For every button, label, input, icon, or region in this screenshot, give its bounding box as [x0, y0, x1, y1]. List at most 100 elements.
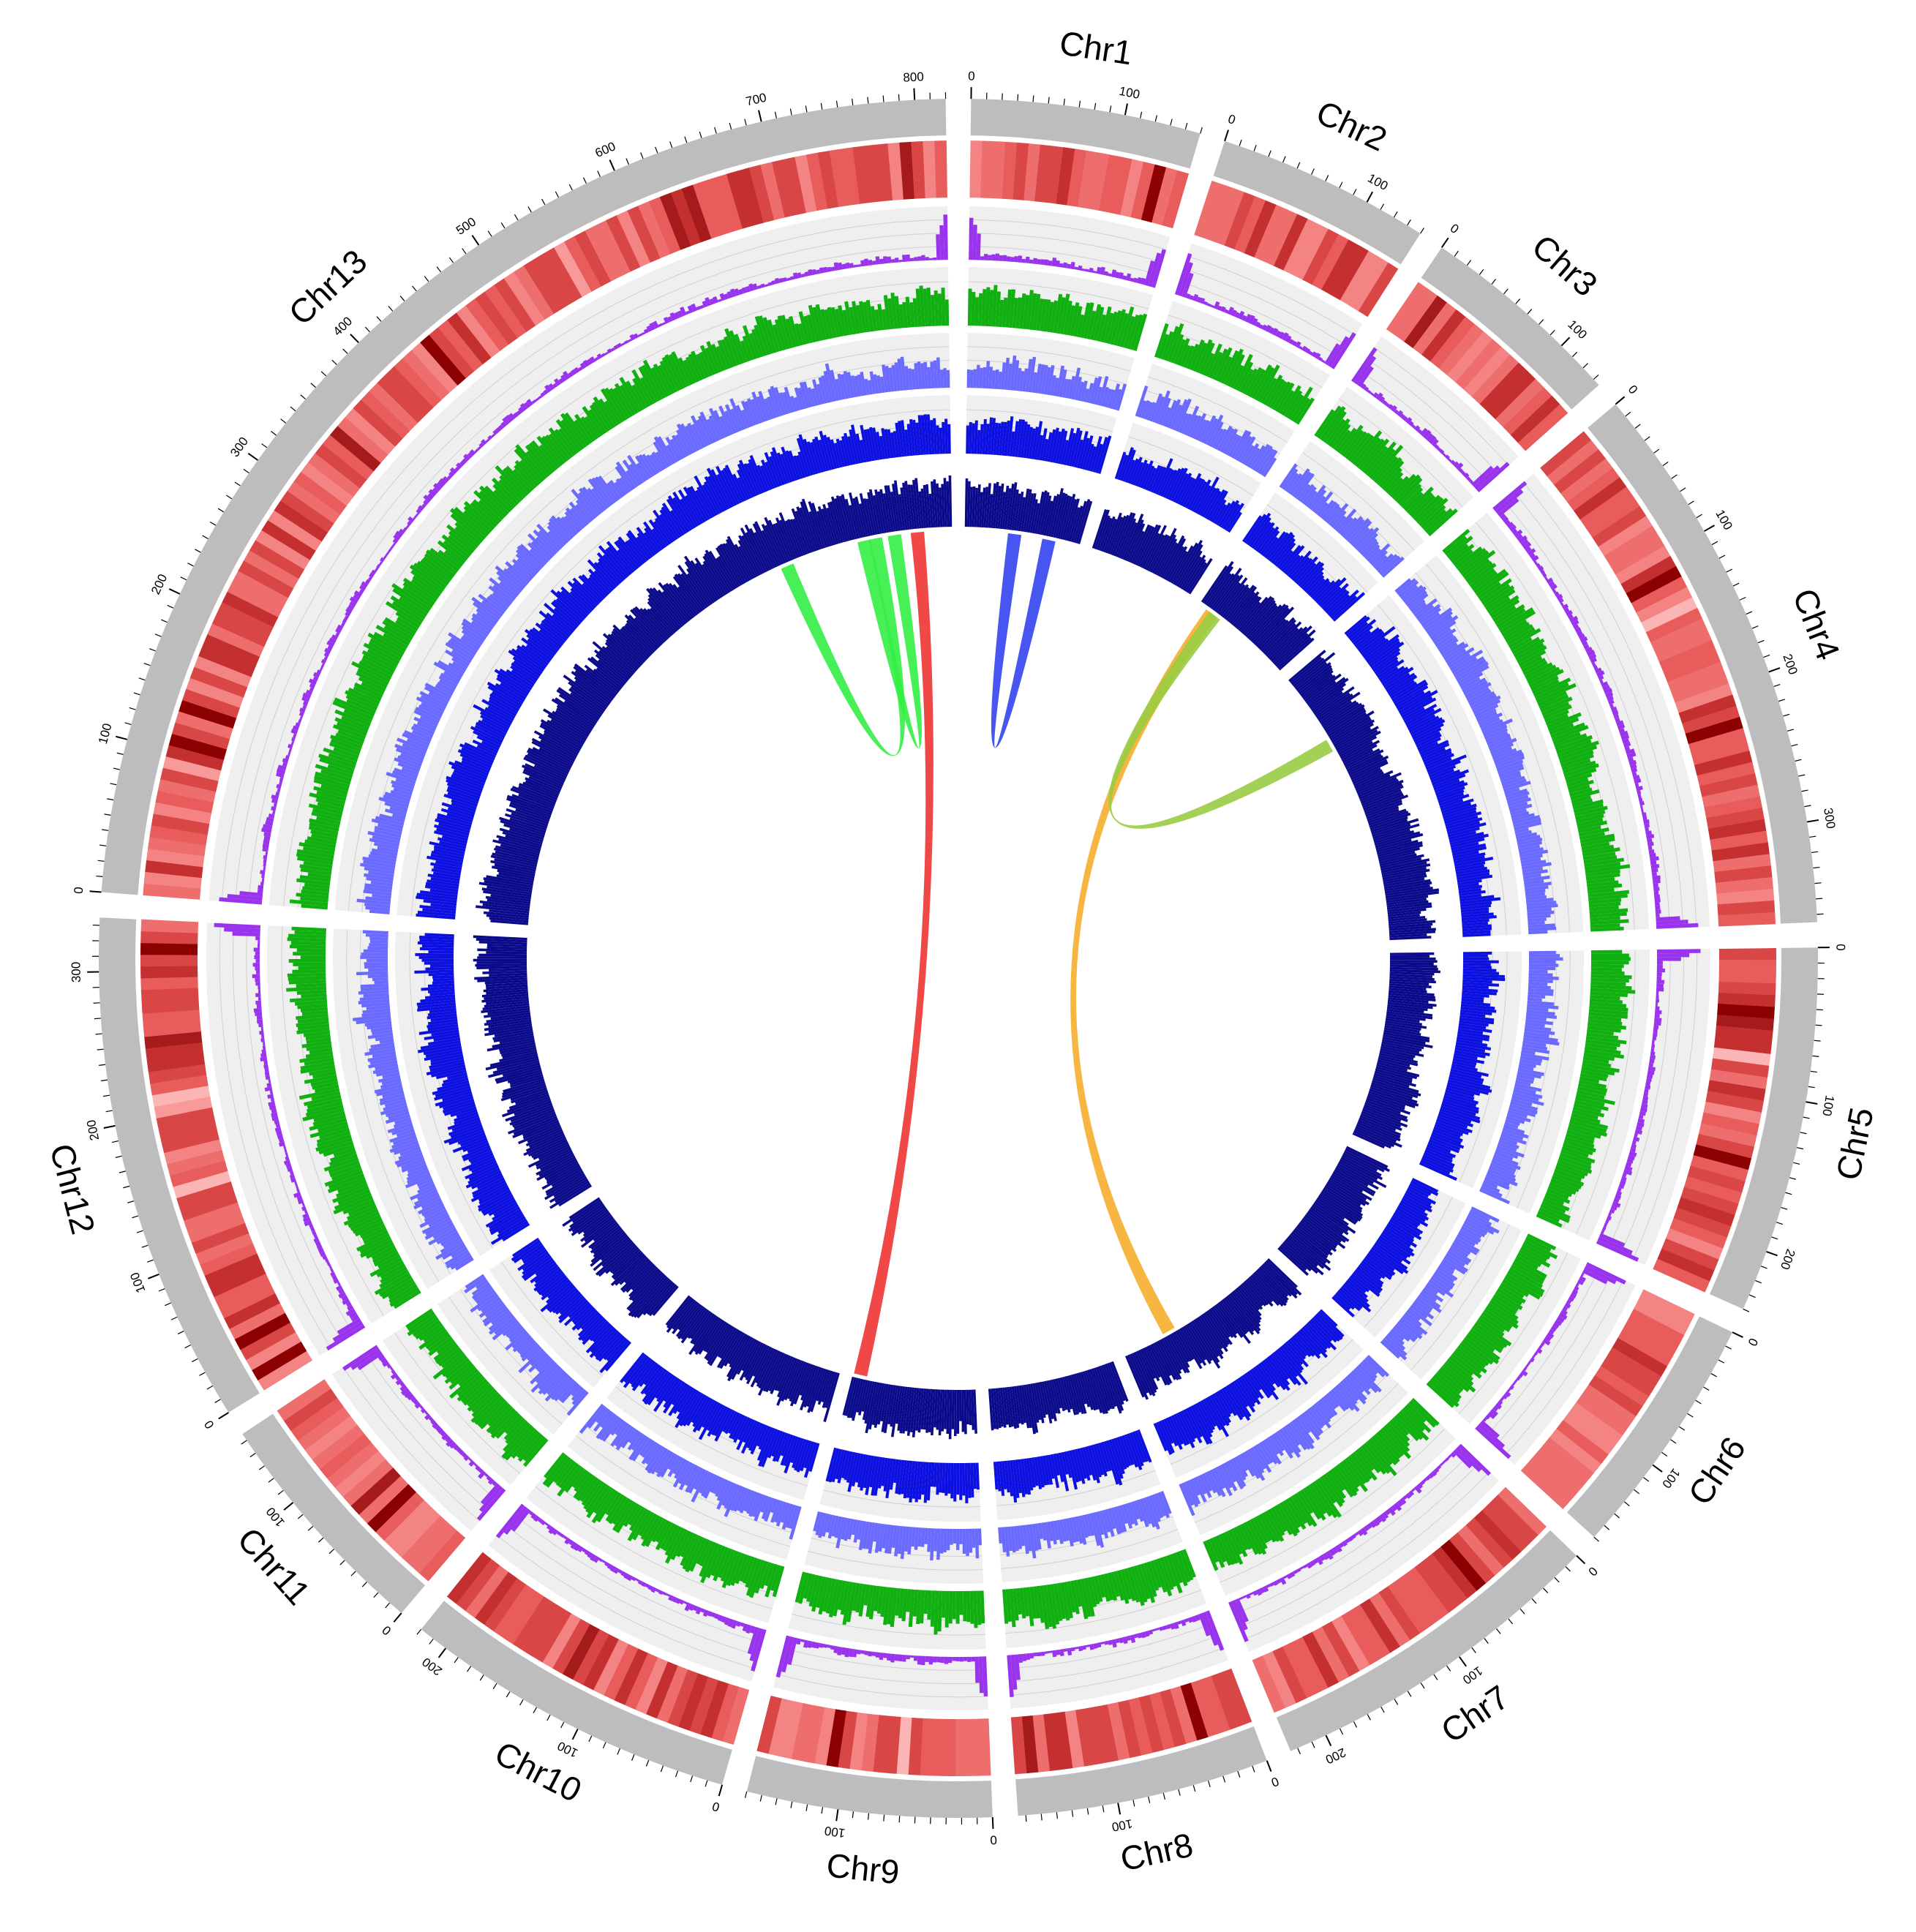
hist-bar [313, 1237, 320, 1244]
track-background [1351, 336, 1519, 493]
hist-bar [456, 462, 462, 470]
tick-mark [234, 481, 241, 486]
hist-bar [378, 797, 409, 808]
heat-cell [1671, 672, 1729, 703]
heat-cell [1579, 486, 1634, 529]
heat-cell [715, 173, 743, 233]
hist-bar [685, 310, 691, 315]
hist-bar [625, 470, 639, 488]
hist-bar [1491, 746, 1513, 757]
hist-bar [749, 1628, 763, 1661]
hist-bar [388, 1281, 416, 1300]
hist-bar [702, 300, 708, 308]
hist-bar [1584, 1266, 1617, 1285]
hist-bar [1455, 864, 1484, 873]
hist-bar [1089, 377, 1099, 404]
hist-bar [1203, 301, 1208, 306]
heat-cell [369, 382, 418, 431]
hist-bar [283, 1159, 291, 1165]
hist-bar [1391, 1214, 1424, 1235]
hist-bar [1026, 1458, 1034, 1491]
hist-bar [328, 1160, 360, 1174]
tick-mark [116, 752, 124, 755]
hist-bar [1466, 686, 1489, 701]
hist-bar [458, 1449, 465, 1456]
hist-bar [1260, 1361, 1281, 1388]
hist-bar [1251, 317, 1258, 326]
hist-bar [1462, 963, 1491, 966]
hist-bar [585, 1483, 608, 1514]
hist-bar [457, 1373, 484, 1397]
hist-bar [1023, 1458, 1032, 1495]
hist-bar [1585, 1035, 1627, 1045]
hist-bar [1489, 1162, 1515, 1175]
heat-cell [648, 197, 681, 255]
hist-bar [1031, 426, 1039, 459]
hist-bar [1656, 961, 1663, 965]
hist-bar [356, 1017, 391, 1025]
grid-ring [234, 233, 948, 903]
hist-bar [341, 1295, 348, 1301]
hist-bar [1132, 1431, 1146, 1463]
hist-bar [1536, 683, 1577, 704]
hist-bar [1489, 737, 1517, 751]
hist-bar [297, 1023, 330, 1031]
hist-bar [346, 1205, 377, 1221]
hist-bar [1427, 1281, 1446, 1296]
hist-bar [1462, 971, 1499, 975]
hist-bar [818, 1513, 827, 1538]
hist-bar [598, 398, 619, 427]
hist-bar [1419, 1480, 1425, 1486]
hist-bar [541, 1370, 566, 1396]
hist-bar [320, 769, 352, 782]
hist-bar [1174, 253, 1192, 296]
hist-bar [1023, 424, 1031, 459]
hist-bar [1402, 1495, 1408, 1500]
hist-bar [1107, 273, 1112, 277]
hist-bar [890, 1653, 895, 1663]
hist-bar [1430, 769, 1461, 783]
hist-bar [255, 981, 260, 986]
hist-bar [546, 1524, 552, 1530]
grid-ring [342, 1367, 481, 1522]
hist-bar [1473, 465, 1500, 490]
hist-bar [1483, 724, 1508, 737]
hist-bar [255, 966, 260, 971]
hist-bar [696, 419, 711, 446]
hist-bar [1438, 794, 1470, 806]
hist-bar [739, 1489, 752, 1514]
hist-bar [830, 369, 840, 402]
hist-bar [920, 363, 925, 389]
heat-cell [224, 1293, 280, 1329]
hist-bar [1509, 1267, 1544, 1289]
hist-bar [1644, 823, 1650, 828]
heat-cell [148, 836, 206, 857]
hist-bar [959, 1656, 963, 1662]
tick-mark [177, 1331, 184, 1334]
hist-bar [423, 499, 429, 505]
heat-cell [638, 201, 671, 259]
hist-bar [564, 412, 590, 446]
hist-bar [794, 1438, 807, 1471]
hist-bar [358, 989, 389, 995]
hist-bar [625, 380, 645, 411]
hist-bar [1247, 512, 1271, 546]
hist-bar [428, 691, 449, 704]
hist-bar [329, 742, 361, 756]
hist-bar [389, 1131, 416, 1143]
hist-bar [1260, 530, 1280, 555]
hist-bar [587, 1405, 607, 1429]
hist-bar [1378, 1514, 1387, 1523]
hist-bar [743, 1489, 755, 1512]
hist-bar [814, 1642, 820, 1649]
hist-bar [1449, 833, 1489, 846]
hist-bar [290, 996, 327, 1003]
heat-cell [1378, 1586, 1420, 1641]
hist-bar [1529, 1357, 1535, 1363]
hist-bar [1420, 505, 1446, 529]
hist-bar [591, 1488, 616, 1524]
hist-bar [729, 330, 745, 364]
hist-bar [332, 724, 367, 740]
heat-cell [876, 143, 893, 202]
hist-bar [375, 625, 410, 647]
